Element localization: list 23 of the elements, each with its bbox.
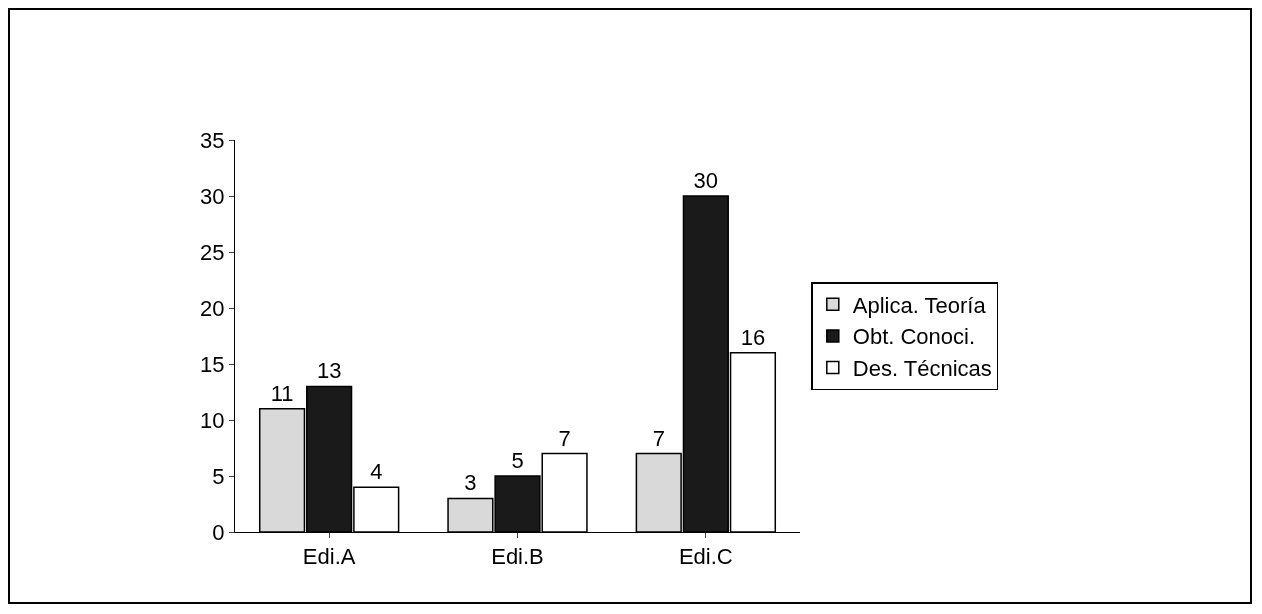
y-tick-label: 10 (200, 407, 225, 433)
x-tick-label: Edi.C (678, 544, 733, 570)
data-label: 7 (558, 425, 571, 451)
y-tick-label: 5 (212, 463, 225, 489)
legend-label: Aplica. Teoría (852, 292, 987, 318)
legend-label: Obt. Conoci. (852, 324, 976, 350)
x-tick-label: Edi.B (491, 544, 544, 570)
y-tick-label: 0 (212, 519, 225, 545)
y-tick-label: 35 (200, 127, 225, 153)
x-tick-label: Edi.A (302, 544, 356, 570)
data-label: 5 (511, 448, 524, 473)
data-label: 11 (270, 380, 294, 406)
data-label: 7 (652, 425, 665, 451)
y-tick-label: 20 (200, 295, 225, 321)
data-label: 13 (316, 358, 342, 384)
y-tick-label: 25 (200, 239, 225, 265)
legend-label: Des. Técnicas (852, 356, 992, 382)
data-label: 16 (740, 324, 766, 350)
data-label: 4 (370, 459, 383, 485)
data-label: 30 (693, 168, 719, 193)
data-label: 3 (464, 470, 477, 496)
y-tick-label: 15 (200, 351, 225, 377)
y-tick-label: 30 (200, 183, 225, 209)
